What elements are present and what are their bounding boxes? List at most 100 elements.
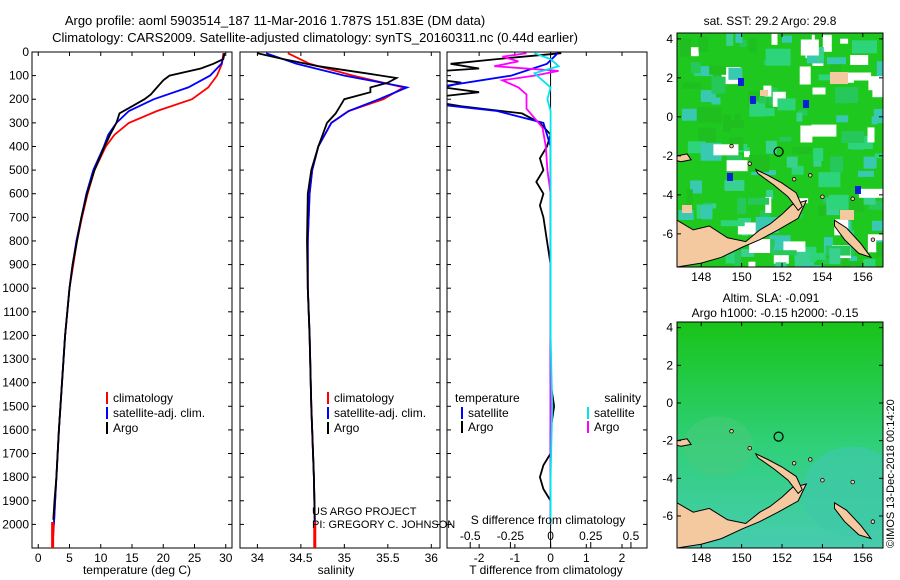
salinity-profile-panel: 34 34.5 35 35.5 36 climatologysatellite-adj. … xyxy=(239,51,441,565)
small-island xyxy=(747,161,752,166)
credit-pi: PI: GREGORY C. JOHNSON xyxy=(312,519,455,531)
sst-pixel xyxy=(782,35,792,43)
sst-pixel xyxy=(840,38,849,44)
sst-pixel xyxy=(734,113,741,126)
small-island xyxy=(820,478,825,483)
sst-pixel xyxy=(765,197,772,213)
x-tick-label: 25 xyxy=(188,551,202,565)
sst-pixel xyxy=(809,252,826,260)
sst-pixel xyxy=(806,54,824,64)
sst-pixel xyxy=(863,194,876,205)
sst-pixel xyxy=(679,38,691,57)
sst-pixel xyxy=(836,115,849,123)
sla-map-title: Altim. SLA: -0.091 xyxy=(723,291,820,305)
s-difference-axis-label: S difference from climatology xyxy=(471,513,626,527)
map-x-tick-label: 150 xyxy=(732,270,752,284)
x-tick-label: 10 xyxy=(94,551,108,565)
small-island xyxy=(820,194,825,199)
map-x-tick-label: 154 xyxy=(812,551,832,565)
y-tick-label: 100 xyxy=(9,69,29,83)
sst-pixel xyxy=(835,87,859,104)
sst-pixel xyxy=(749,155,770,172)
sst-pixel xyxy=(850,55,869,65)
x-tick-label: 0 xyxy=(35,551,42,565)
sst-pixel xyxy=(720,220,745,227)
sst-pixel xyxy=(858,170,874,177)
s-tick-label: 0.25 xyxy=(579,529,603,543)
sst-pixel xyxy=(798,109,808,116)
sst-pixel xyxy=(682,108,700,121)
sst-pixel xyxy=(728,67,743,80)
sst-pixel xyxy=(726,33,734,46)
map-x-tick-label: 152 xyxy=(772,551,792,565)
sst-warm-pixel xyxy=(855,186,861,194)
map-y-tick-label: 2 xyxy=(666,71,673,85)
x-tick-label: -1 xyxy=(510,551,521,565)
sst-land-pixel xyxy=(830,72,848,84)
sst-pixel xyxy=(871,116,878,125)
sst-pixel xyxy=(829,248,841,265)
sst-pixel xyxy=(818,205,829,216)
y-tick-label: 300 xyxy=(9,116,29,130)
sst-pixel xyxy=(852,40,877,54)
sst-pixel xyxy=(711,97,721,105)
sst-pixel xyxy=(794,251,810,267)
s-tick-label: 0.5 xyxy=(623,529,640,543)
sst-pixel xyxy=(818,172,841,188)
sst-pixel xyxy=(777,98,796,111)
sst-pixel xyxy=(848,72,872,81)
temperature-argo-line xyxy=(52,53,226,520)
sst-pixel xyxy=(737,197,747,214)
sst-pixel xyxy=(775,262,787,267)
figure-title-line1: Argo profile: aoml 5903514_187 11-Mar-20… xyxy=(65,13,485,28)
sst-map-panel: 148 150 152 154 156 4 2 0 -2 -4 -6 xyxy=(662,32,884,284)
sst-pixel xyxy=(744,151,750,158)
sst-pixel xyxy=(727,155,742,165)
sst-pixel xyxy=(796,112,803,122)
x-tick-label: 2 xyxy=(619,551,626,565)
sst-pixel xyxy=(830,156,844,173)
map-x-tick-label: 148 xyxy=(691,551,711,565)
sst-pixel xyxy=(733,250,741,266)
argo-float-marker xyxy=(773,146,784,157)
sst-pixel xyxy=(808,261,815,267)
y-tick-label: 900 xyxy=(9,258,29,272)
map-x-tick-label: 152 xyxy=(772,270,792,284)
sst-pixel xyxy=(766,189,774,199)
y-tick-label: 700 xyxy=(9,210,29,224)
sst-warm-pixel xyxy=(803,100,809,108)
sst-pixel xyxy=(771,250,797,256)
new-ireland-landmass xyxy=(754,168,803,212)
sla-map-title-argo: Argo h1000: -0.15 h2000: -0.15 xyxy=(692,306,859,320)
small-island xyxy=(808,457,813,462)
sst-pixel xyxy=(828,194,849,210)
sst-land-pixel xyxy=(840,210,854,220)
small-island xyxy=(850,479,855,485)
small-island xyxy=(870,237,876,242)
sst-land-pixel xyxy=(760,90,768,96)
argo-float-marker xyxy=(773,431,784,442)
sst-pixel xyxy=(696,107,722,123)
sst-pixel xyxy=(876,242,883,258)
sst-pixel xyxy=(748,197,770,205)
temperature-profile-panel: 0100200300400500600700800900100011001200… xyxy=(2,45,232,565)
y-tick-label: 200 xyxy=(9,92,29,106)
y-tick-label: 1000 xyxy=(2,281,29,295)
small-island xyxy=(729,429,734,434)
legend-s-label: Argo xyxy=(594,420,620,434)
sst-pixel xyxy=(800,39,819,56)
small-island xyxy=(729,143,734,149)
sst-pixel xyxy=(724,179,745,191)
s-tick-label: 0 xyxy=(547,529,554,543)
sst-pixel xyxy=(786,156,798,168)
sst-pixel xyxy=(698,36,709,52)
y-tick-label: 1900 xyxy=(2,494,29,508)
sst-pixel xyxy=(818,74,831,81)
sst-pixel xyxy=(748,261,756,267)
map-x-tick-label: 150 xyxy=(732,551,752,565)
x-tick-label: 5 xyxy=(66,551,73,565)
sst-pixel xyxy=(773,253,789,264)
map-x-tick-label: 154 xyxy=(812,270,832,284)
y-tick-label: 800 xyxy=(9,234,29,248)
sst-pixel xyxy=(726,160,748,172)
